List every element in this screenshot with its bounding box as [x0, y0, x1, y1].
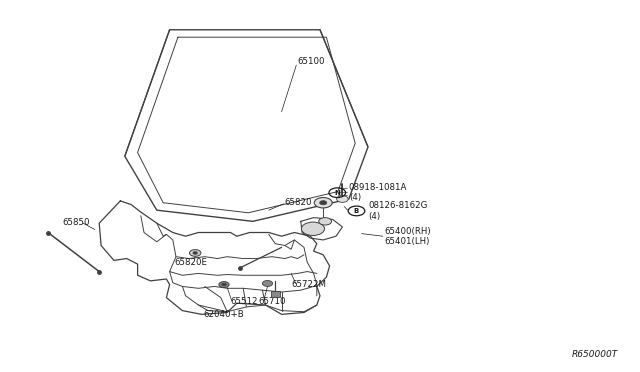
Circle shape	[319, 201, 327, 205]
Text: 62040+B: 62040+B	[204, 310, 244, 319]
Text: 65400(RH)
65401(LH): 65400(RH) 65401(LH)	[384, 227, 431, 246]
Circle shape	[189, 250, 201, 256]
Text: 65820E: 65820E	[175, 258, 208, 267]
Text: N: N	[334, 190, 340, 196]
Text: 65512: 65512	[230, 297, 258, 306]
Circle shape	[319, 218, 332, 225]
Circle shape	[262, 280, 273, 286]
Text: 08918-1081A
(4): 08918-1081A (4)	[349, 183, 407, 202]
Text: 08126-8162G
(4): 08126-8162G (4)	[368, 201, 428, 221]
Text: 65722M: 65722M	[291, 280, 326, 289]
Circle shape	[301, 222, 324, 235]
Circle shape	[193, 251, 198, 254]
Text: 65710: 65710	[258, 297, 285, 306]
Circle shape	[219, 282, 229, 288]
Text: B: B	[354, 208, 359, 214]
Circle shape	[221, 283, 227, 286]
Text: 65850: 65850	[63, 218, 90, 227]
Text: 65100: 65100	[298, 57, 325, 66]
Text: R650000T: R650000T	[572, 350, 618, 359]
Text: 65820: 65820	[285, 198, 312, 207]
Circle shape	[314, 198, 332, 208]
Circle shape	[337, 196, 348, 202]
Bar	[271, 291, 280, 297]
